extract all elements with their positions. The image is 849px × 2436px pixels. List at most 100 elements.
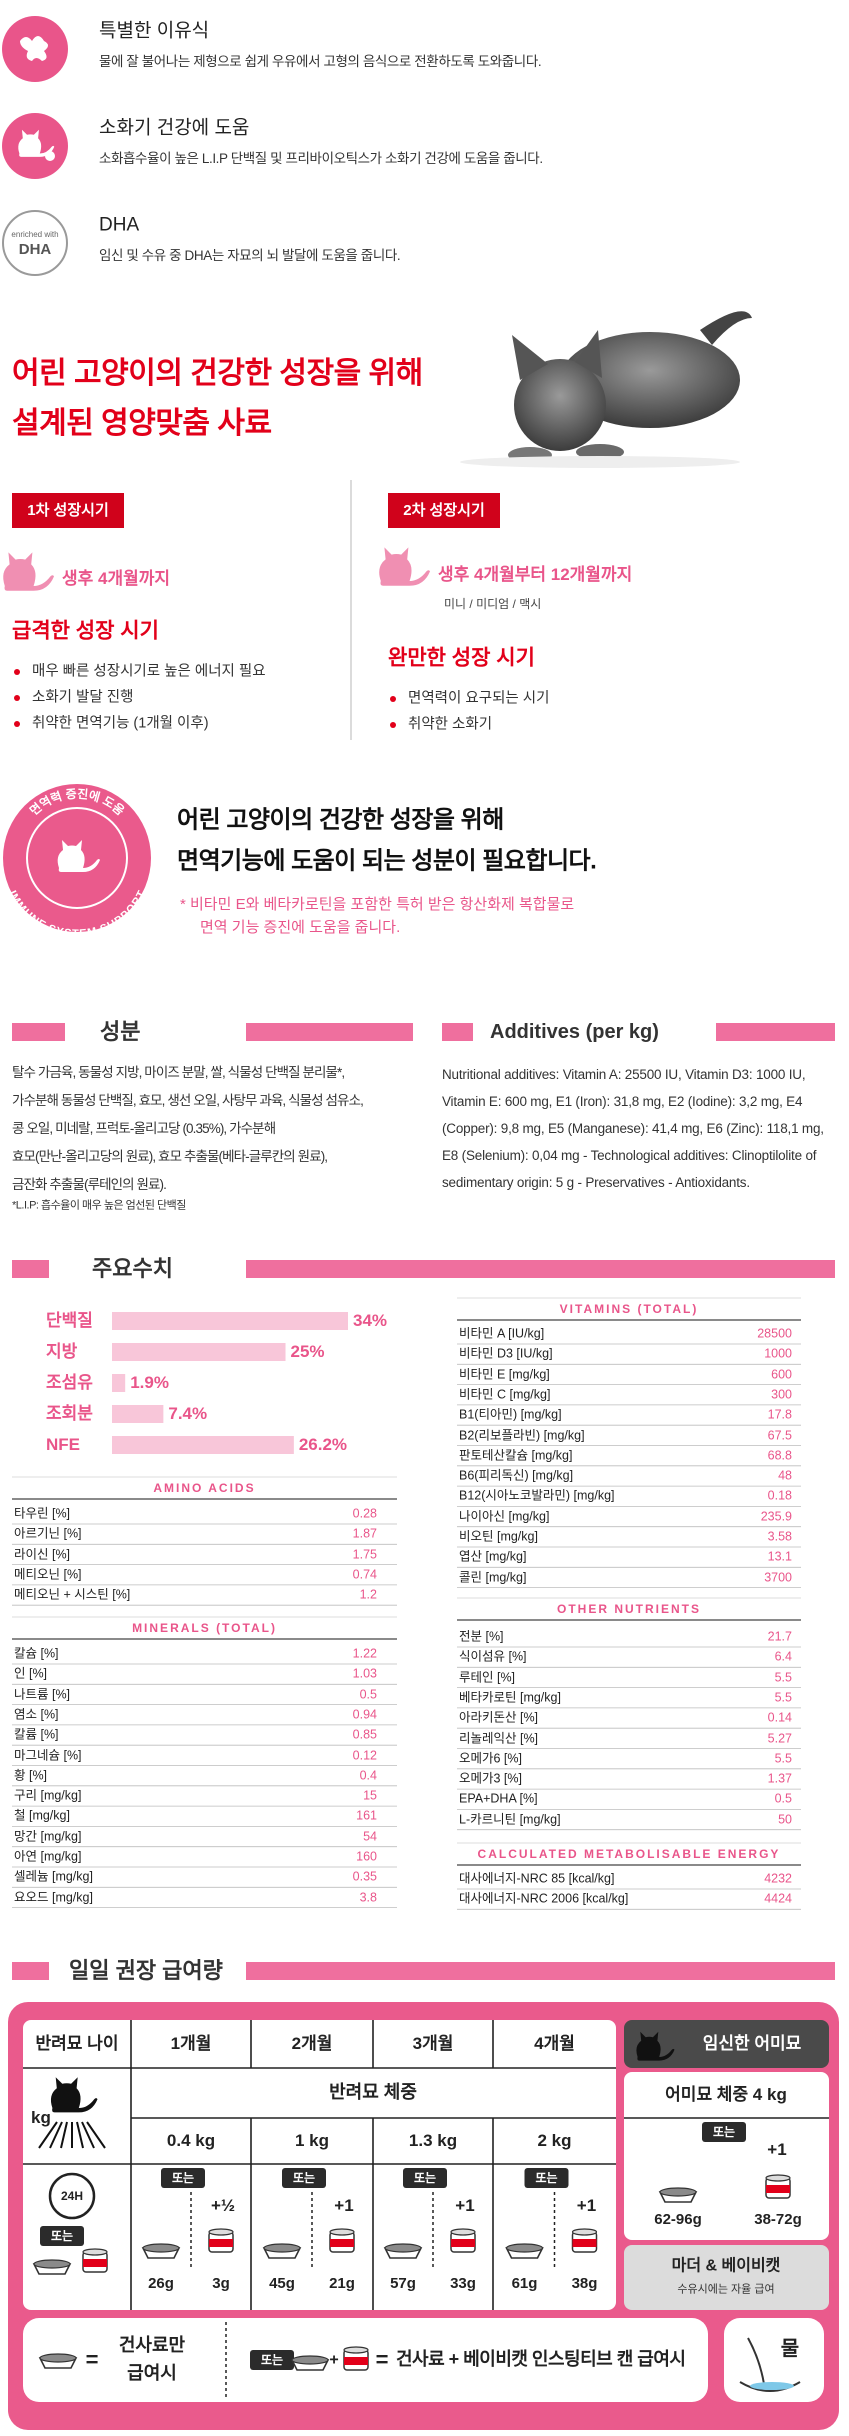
table-row-value: 0.28 bbox=[352, 1506, 377, 1521]
wet-amount: 38g bbox=[571, 2275, 598, 2292]
table-row-value: 48 bbox=[778, 1468, 792, 1483]
bullet-dot bbox=[14, 669, 20, 675]
table-row-name: 아르기닌 [%] bbox=[14, 1526, 82, 1541]
table-row-name: 타우린 [%] bbox=[14, 1506, 71, 1521]
dry-amount: 26g bbox=[148, 2275, 174, 2292]
age: 4개월 bbox=[534, 2033, 575, 2053]
ingredients-line: 금잔화 추출물(루테인의 원료). bbox=[12, 1176, 167, 1192]
table-row-name: B2(리보플라빈) [mg/kg] bbox=[459, 1428, 585, 1442]
feature-title: 특별한 이유식 bbox=[99, 20, 210, 42]
can-lid bbox=[208, 2228, 234, 2236]
stage-title: 급격한 성장 시기 bbox=[12, 619, 159, 643]
table-row-name: 아연 [mg/kg] bbox=[14, 1849, 82, 1864]
table-row-value: 1.2 bbox=[359, 1587, 377, 1602]
table-row-value: 160 bbox=[356, 1849, 377, 1864]
table-row-value: 0.4 bbox=[359, 1768, 377, 1783]
stage-bullet: 매우 빠른 성장시기로 높은 에너지 필요 bbox=[32, 663, 266, 680]
immune-heading: 어린 고양이의 건강한 성장을 위해 bbox=[177, 806, 504, 834]
section-bar bbox=[246, 1260, 835, 1278]
table-row-name: 철 [mg/kg] bbox=[14, 1808, 70, 1823]
legend-dry-only: 건사료만 bbox=[118, 2335, 186, 2356]
table-row-value: 1000 bbox=[764, 1346, 792, 1361]
table-row-value: 50 bbox=[778, 1812, 792, 1827]
table-title: MINERALS (TOTAL) bbox=[132, 1620, 277, 1635]
or-badge bbox=[161, 2168, 205, 2188]
table-row-name: 오메가6 [%] bbox=[459, 1751, 522, 1766]
stage-bullet: 소화기 발달 진행 bbox=[32, 689, 134, 706]
mother-dry: 62-96g bbox=[654, 2211, 702, 2228]
bowl-food bbox=[33, 2259, 71, 2269]
nutrient-bar bbox=[112, 1374, 126, 1392]
table-row-value: 4424 bbox=[764, 1891, 792, 1906]
mother-header bbox=[624, 2020, 829, 2068]
table-row-value: 5.27 bbox=[767, 1731, 792, 1745]
mother-wet: 38-72g bbox=[754, 2211, 802, 2228]
feature-description: 소화흡수율이 높은 L.I.P 단백질 및 프리바이오틱스가 소화기 건강에 도… bbox=[99, 150, 543, 166]
can-label bbox=[344, 2357, 368, 2365]
kitten-shadow bbox=[460, 456, 740, 468]
table-row-value: 0.74 bbox=[352, 1567, 377, 1582]
nutrient-bar bbox=[112, 1343, 286, 1361]
can-label bbox=[209, 2239, 233, 2247]
table-row-name: 요오드 [mg/kg] bbox=[14, 1890, 93, 1905]
or-badge bbox=[40, 2226, 84, 2246]
bowl-food bbox=[142, 2243, 180, 2253]
growth-title: 설계된 영양맞춤 사료 bbox=[12, 407, 272, 440]
table-row-value: 0.18 bbox=[767, 1488, 792, 1503]
can-lid bbox=[329, 2228, 355, 2236]
bullet-dot bbox=[390, 722, 396, 728]
ingredients-line: 콩 오일, 미네랄, 프럭토-올리고당 (0.35%), 가수분해 bbox=[12, 1120, 276, 1136]
nutrient-value: 7.4% bbox=[168, 1403, 208, 1423]
or-label: 또는 bbox=[535, 2170, 558, 2185]
can-label bbox=[766, 2185, 790, 2193]
table-row-name: 식이섬유 [%] bbox=[459, 1649, 527, 1664]
water-bowl bbox=[739, 2381, 801, 2392]
table-row-value: 161 bbox=[356, 1808, 377, 1823]
table-row-name: 베타카로틴 [mg/kg] bbox=[459, 1690, 561, 1705]
wet-amount: 3g bbox=[212, 2275, 230, 2292]
stage-age: 생후 4개월부터 12개월까지 bbox=[438, 564, 633, 584]
table-row-name: 아라키돈산 [%] bbox=[459, 1710, 539, 1725]
table-row-value: 0.5 bbox=[359, 1687, 377, 1702]
weight: 0.4 kg bbox=[166, 2130, 216, 2150]
table-row-value: 0.35 bbox=[352, 1869, 377, 1884]
table-row-name: 판토테산칼슘 [mg/kg] bbox=[459, 1448, 573, 1463]
weight-ray bbox=[49, 2121, 63, 2149]
nutrient-name: 조섬유 bbox=[46, 1372, 93, 1392]
table-row-name: 염소 [%] bbox=[14, 1707, 59, 1722]
stage-bullet: 취약한 면역기능 (1개월 이후) bbox=[32, 715, 209, 732]
nutrient-bar bbox=[112, 1436, 294, 1454]
table-row-name: 엽산 [mg/kg] bbox=[459, 1549, 527, 1564]
table-row-value: 13.1 bbox=[767, 1549, 792, 1564]
table-title: AMINO ACIDS bbox=[153, 1480, 256, 1495]
stage-badge bbox=[388, 493, 500, 528]
immune-note: * 비타민 E와 베타카로틴을 포함한 특허 받은 항산화제 복합물로 bbox=[180, 896, 575, 913]
section-bar bbox=[12, 1962, 49, 1980]
kitten-ears bbox=[512, 330, 602, 380]
table-row-value: 21.7 bbox=[767, 1629, 792, 1644]
table-row-value: 1.22 bbox=[352, 1646, 377, 1661]
or-badge bbox=[250, 2350, 294, 2370]
table-row-value: 1.03 bbox=[352, 1666, 377, 1681]
table-row-value: 3.58 bbox=[767, 1529, 792, 1544]
weight: 1.3 kg bbox=[408, 2130, 458, 2150]
wet-amount: 33g bbox=[450, 2275, 476, 2292]
or-label: 또는 bbox=[292, 2170, 316, 2185]
age: 3개월 bbox=[412, 2033, 454, 2053]
stage-badge-label: 1차 성장시기 bbox=[27, 502, 109, 519]
can-lid bbox=[765, 2174, 791, 2182]
table-row-value: 0.14 bbox=[767, 1710, 792, 1725]
mother-title: 임신한 어미묘 bbox=[702, 2033, 802, 2053]
can-lid bbox=[343, 2346, 369, 2354]
water-drop bbox=[747, 2337, 765, 2385]
table-row-value: 235.9 bbox=[760, 1509, 792, 1524]
feature-description: 임신 및 수유 중 DHA는 자묘의 뇌 발달에 도움을 줍니다. bbox=[99, 247, 401, 263]
can-label bbox=[451, 2239, 475, 2247]
table-row-name: 라이신 [%] bbox=[14, 1547, 71, 1562]
additives-text: Nutritional additives: Vitamin A: 25500 … bbox=[442, 1067, 824, 1190]
section-bar bbox=[246, 1023, 413, 1041]
table-row-value: 0.94 bbox=[352, 1707, 377, 1722]
nutrient-name: 지방 bbox=[46, 1341, 78, 1361]
mother-product bbox=[624, 2245, 829, 2310]
